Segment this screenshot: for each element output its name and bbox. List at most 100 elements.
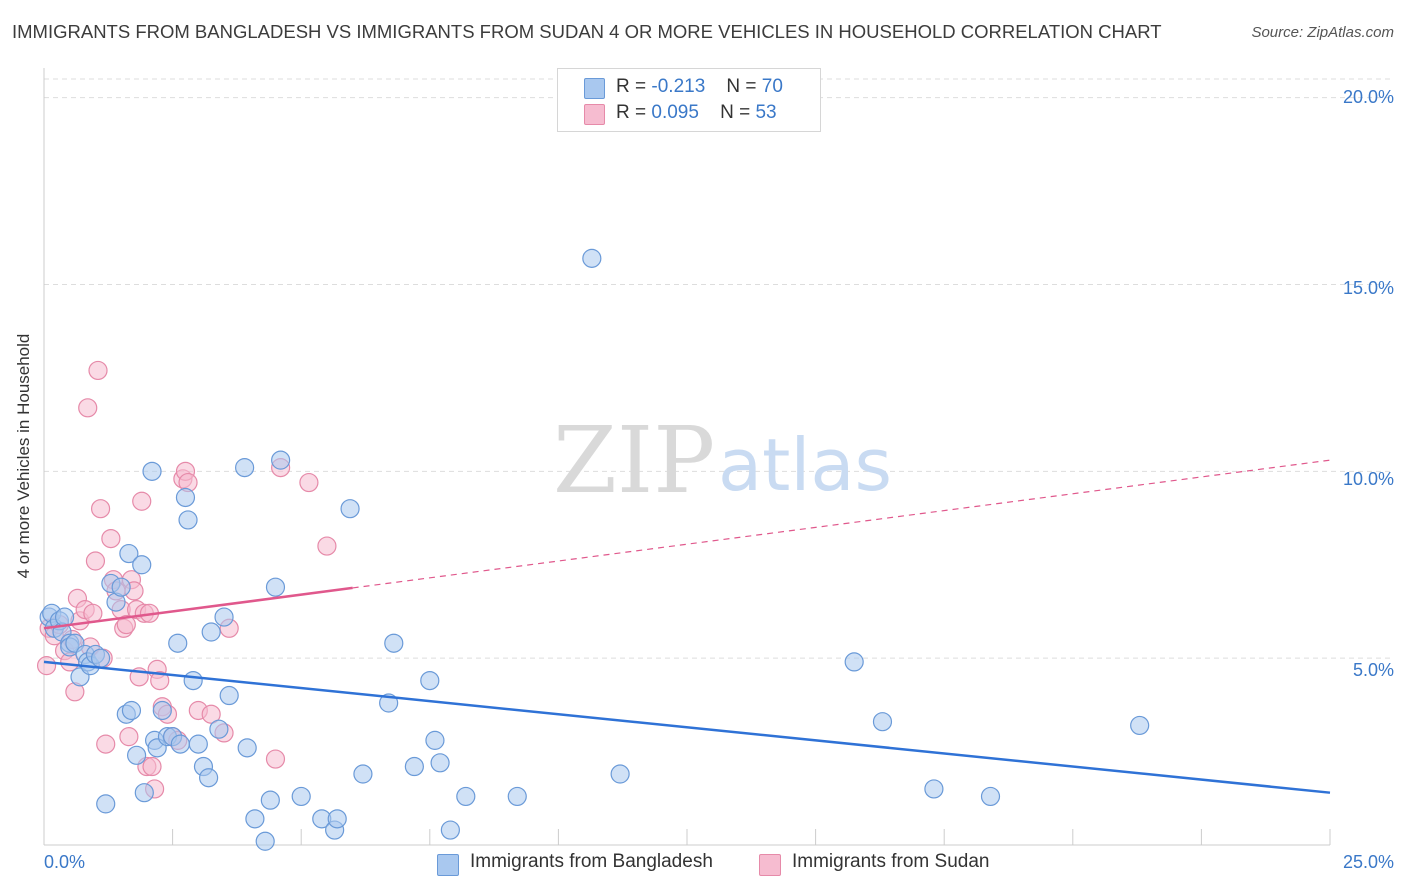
legend-row-bangladesh: R = -0.213 N = 70: [616, 76, 783, 98]
bangladesh-point: [119, 543, 139, 564]
bottom-legend-swatch-sudan: [759, 854, 781, 876]
legend-r-value: -0.213: [651, 76, 706, 97]
bangladesh-point: [265, 577, 286, 597]
bangladesh-point: [384, 633, 404, 653]
sudan-point: [150, 670, 170, 691]
legend-n-value: 53: [755, 102, 777, 123]
sudan-point: [88, 360, 108, 381]
bottom-legend-swatch-bangladesh: [437, 854, 459, 876]
bangladesh-point: [134, 783, 154, 803]
bangladesh-point: [214, 607, 234, 627]
bangladesh-point: [183, 670, 203, 691]
bangladesh-point: [126, 745, 147, 765]
source-label: Source: ZipAtlas.com: [1251, 24, 1394, 41]
legend-r-label: R =: [616, 76, 647, 97]
grid-lines: [44, 78, 1392, 659]
y-tick-label-10: 10.0%: [1342, 469, 1394, 489]
correlation-legend: R = -0.213 N = 70 R = 0.095 N = 53: [557, 68, 821, 132]
bangladesh-point: [152, 700, 172, 721]
bangladesh-point: [142, 461, 162, 481]
bangladesh-point: [255, 831, 275, 851]
bangladesh-point: [132, 555, 152, 575]
bangladesh-point: [440, 820, 460, 840]
bangladesh-point: [90, 648, 111, 668]
bangladesh-point: [420, 670, 440, 691]
bangladesh-point: [201, 622, 221, 642]
bangladesh-point: [121, 700, 142, 721]
sudan-point: [116, 614, 136, 635]
sudan-points: [36, 360, 337, 799]
watermark: ZIP atlas: [553, 407, 892, 514]
bangladesh-point: [237, 738, 257, 758]
x-tick-label-min: 0.0%: [44, 852, 86, 872]
bangladesh-point: [175, 487, 196, 508]
bangladesh-point: [924, 779, 944, 799]
bangladesh-point: [245, 809, 265, 829]
bangladesh-point: [327, 809, 347, 829]
bangladesh-point: [178, 510, 198, 530]
bangladesh-point: [1130, 715, 1150, 736]
bangladesh-point: [188, 734, 208, 754]
bangladesh-point: [209, 719, 229, 739]
bangladesh-point: [430, 753, 450, 773]
y-axis-label: 4 or more Vehicles in Household: [14, 333, 33, 579]
sudan-point: [299, 472, 319, 493]
bangladesh-point: [199, 768, 219, 788]
bangladesh-point: [271, 450, 291, 470]
bangladesh-point: [404, 756, 424, 777]
bangladesh-points: [39, 248, 1150, 851]
sudan-point: [101, 528, 121, 549]
bangladesh-point: [340, 499, 360, 519]
bangladesh-point: [111, 577, 131, 597]
bangladesh-point: [219, 685, 239, 706]
sudan-point: [132, 491, 152, 511]
sudan-point: [78, 398, 98, 418]
legend-n-label: N =: [726, 76, 757, 97]
y-tick-label-5: 5.0%: [1352, 660, 1394, 680]
bangladesh-point: [235, 458, 255, 478]
bangladesh-point: [54, 607, 75, 627]
bangladesh-point: [507, 786, 527, 807]
bangladesh-point: [872, 712, 893, 732]
chart-title: IMMIGRANTS FROM BANGLADESH VS IMMIGRANTS…: [12, 21, 1162, 42]
y-tick-label-15: 15.0%: [1342, 278, 1394, 298]
trend-line-0: [43, 660, 1331, 794]
sudan-point: [119, 727, 139, 747]
sudan-point: [96, 734, 116, 754]
watermark-atlas: atlas: [718, 423, 892, 507]
legend-n-value: 70: [761, 76, 783, 97]
trend-line-solid-1: [43, 586, 353, 630]
bangladesh-point: [96, 794, 116, 814]
sudan-point: [317, 536, 337, 556]
bangladesh-point: [291, 786, 311, 807]
legend-swatch-bangladesh: [584, 78, 605, 99]
legend-r-label: R =: [616, 102, 647, 123]
sudan-point: [142, 756, 162, 777]
bangladesh-point: [582, 248, 602, 268]
legend-row-sudan: R = 0.095 N = 53: [616, 102, 777, 124]
bangladesh-point: [425, 730, 445, 750]
sudan-point: [265, 749, 286, 769]
legend-n-label: N =: [720, 102, 751, 123]
bangladesh-point: [456, 786, 476, 807]
bangladesh-point: [170, 734, 190, 754]
sudan-point: [83, 603, 103, 623]
y-tick-label-20: 20.0%: [1342, 87, 1394, 107]
bangladesh-point: [353, 764, 373, 784]
trend-lines: [43, 459, 1331, 794]
legend-swatch-sudan: [584, 104, 605, 125]
bangladesh-point: [260, 790, 280, 810]
watermark-zip: ZIP: [553, 407, 715, 514]
bottom-legend-bangladesh: Immigrants from Bangladesh: [470, 851, 713, 872]
bangladesh-point: [844, 652, 864, 672]
sudan-point: [201, 704, 221, 724]
sudan-point: [90, 499, 111, 519]
bangladesh-point: [610, 764, 630, 784]
bangladesh-point: [168, 633, 188, 653]
bottom-legend-sudan: Immigrants from Sudan: [792, 851, 990, 872]
sudan-point: [85, 551, 106, 571]
legend-r-value: 0.095: [651, 102, 699, 123]
x-tick-label-max: 25.0%: [1342, 852, 1394, 872]
sudan-point: [36, 656, 57, 676]
